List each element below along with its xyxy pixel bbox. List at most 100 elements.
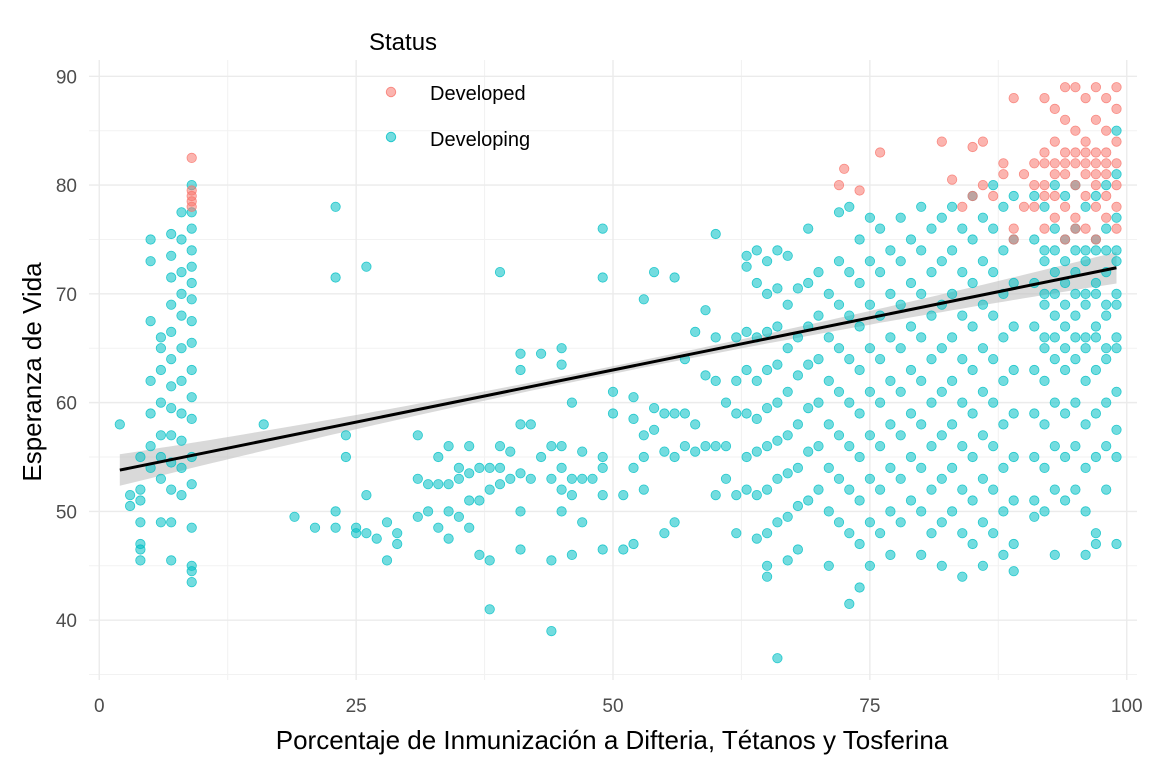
data-point <box>628 462 639 473</box>
data-point <box>1101 343 1112 354</box>
data-point <box>967 408 978 419</box>
data-point <box>1090 332 1102 343</box>
data-point <box>392 528 403 539</box>
data-point <box>782 386 793 397</box>
data-point <box>977 180 989 191</box>
data-point <box>720 473 732 484</box>
data-point <box>761 528 773 539</box>
data-point <box>1049 310 1060 321</box>
data-point <box>1018 169 1030 180</box>
data-point <box>155 364 166 376</box>
y-tick-label: 60 <box>56 394 77 415</box>
data-point <box>710 375 721 386</box>
data-point <box>844 201 855 212</box>
data-point <box>1049 288 1060 299</box>
data-point <box>772 397 783 408</box>
data-point <box>1090 288 1102 299</box>
data-point <box>772 321 783 332</box>
data-point <box>1018 201 1030 212</box>
data-point <box>1111 299 1122 310</box>
data-point <box>731 375 742 386</box>
data-point <box>731 489 742 501</box>
data-point <box>957 310 968 321</box>
data-point <box>556 343 567 354</box>
data-point <box>1060 256 1071 267</box>
data-point <box>443 533 454 544</box>
data-point <box>854 234 865 245</box>
data-point <box>1080 462 1091 473</box>
data-point <box>1060 82 1071 93</box>
data-point <box>813 310 824 321</box>
data-point <box>1090 245 1102 256</box>
data-point <box>864 343 876 354</box>
data-point <box>782 343 793 354</box>
data-point <box>474 495 485 506</box>
data-point <box>186 364 197 376</box>
data-point <box>1008 538 1019 550</box>
data-point <box>936 560 947 571</box>
data-point <box>125 500 136 512</box>
data-point <box>916 419 927 430</box>
data-point <box>186 337 197 348</box>
data-point <box>864 386 876 397</box>
data-point <box>854 277 865 289</box>
data-point <box>844 266 855 278</box>
data-point <box>885 332 896 343</box>
data-point <box>998 332 1009 343</box>
data-point <box>1080 375 1091 386</box>
data-point <box>1060 364 1071 376</box>
data-point <box>936 473 947 484</box>
data-point <box>926 223 937 234</box>
data-point <box>690 446 701 457</box>
data-point <box>741 326 752 337</box>
data-point <box>967 141 978 153</box>
data-point <box>433 451 444 463</box>
data-point <box>433 522 444 533</box>
data-point <box>977 256 989 267</box>
data-point <box>864 473 876 484</box>
data-point <box>751 533 762 544</box>
data-point <box>648 266 660 278</box>
data-point <box>1029 364 1040 376</box>
data-point <box>453 462 464 473</box>
data-point <box>874 528 886 539</box>
data-point <box>535 348 547 359</box>
data-point <box>998 462 1009 473</box>
data-point <box>1090 234 1102 245</box>
data-point <box>1060 408 1071 419</box>
data-point <box>135 495 146 506</box>
data-point <box>833 299 845 310</box>
data-point <box>1060 114 1071 125</box>
data-point <box>803 446 814 457</box>
data-point <box>1070 484 1081 495</box>
data-point <box>946 288 958 299</box>
data-point <box>474 549 485 561</box>
data-point <box>443 506 454 517</box>
data-point <box>638 484 649 495</box>
data-point <box>1101 440 1112 452</box>
data-point <box>1080 419 1091 430</box>
data-point <box>761 402 773 414</box>
data-point <box>967 451 978 463</box>
data-point <box>1029 495 1040 506</box>
data-point <box>895 343 906 354</box>
data-point <box>166 555 177 566</box>
data-point <box>967 538 978 550</box>
data-point <box>946 419 958 430</box>
data-point <box>1060 299 1071 310</box>
data-point <box>782 468 793 479</box>
series-developed <box>186 82 1122 245</box>
data-point <box>885 245 896 256</box>
data-point <box>381 517 393 528</box>
data-point <box>505 446 516 457</box>
data-point <box>885 288 896 299</box>
data-point <box>125 489 136 501</box>
data-point <box>844 598 855 610</box>
data-point <box>1060 321 1071 332</box>
data-point <box>782 250 793 261</box>
trend-line-group <box>119 266 1117 472</box>
data-point <box>628 538 639 550</box>
data-point <box>186 152 197 163</box>
data-point <box>1111 386 1122 397</box>
data-point <box>761 364 773 376</box>
